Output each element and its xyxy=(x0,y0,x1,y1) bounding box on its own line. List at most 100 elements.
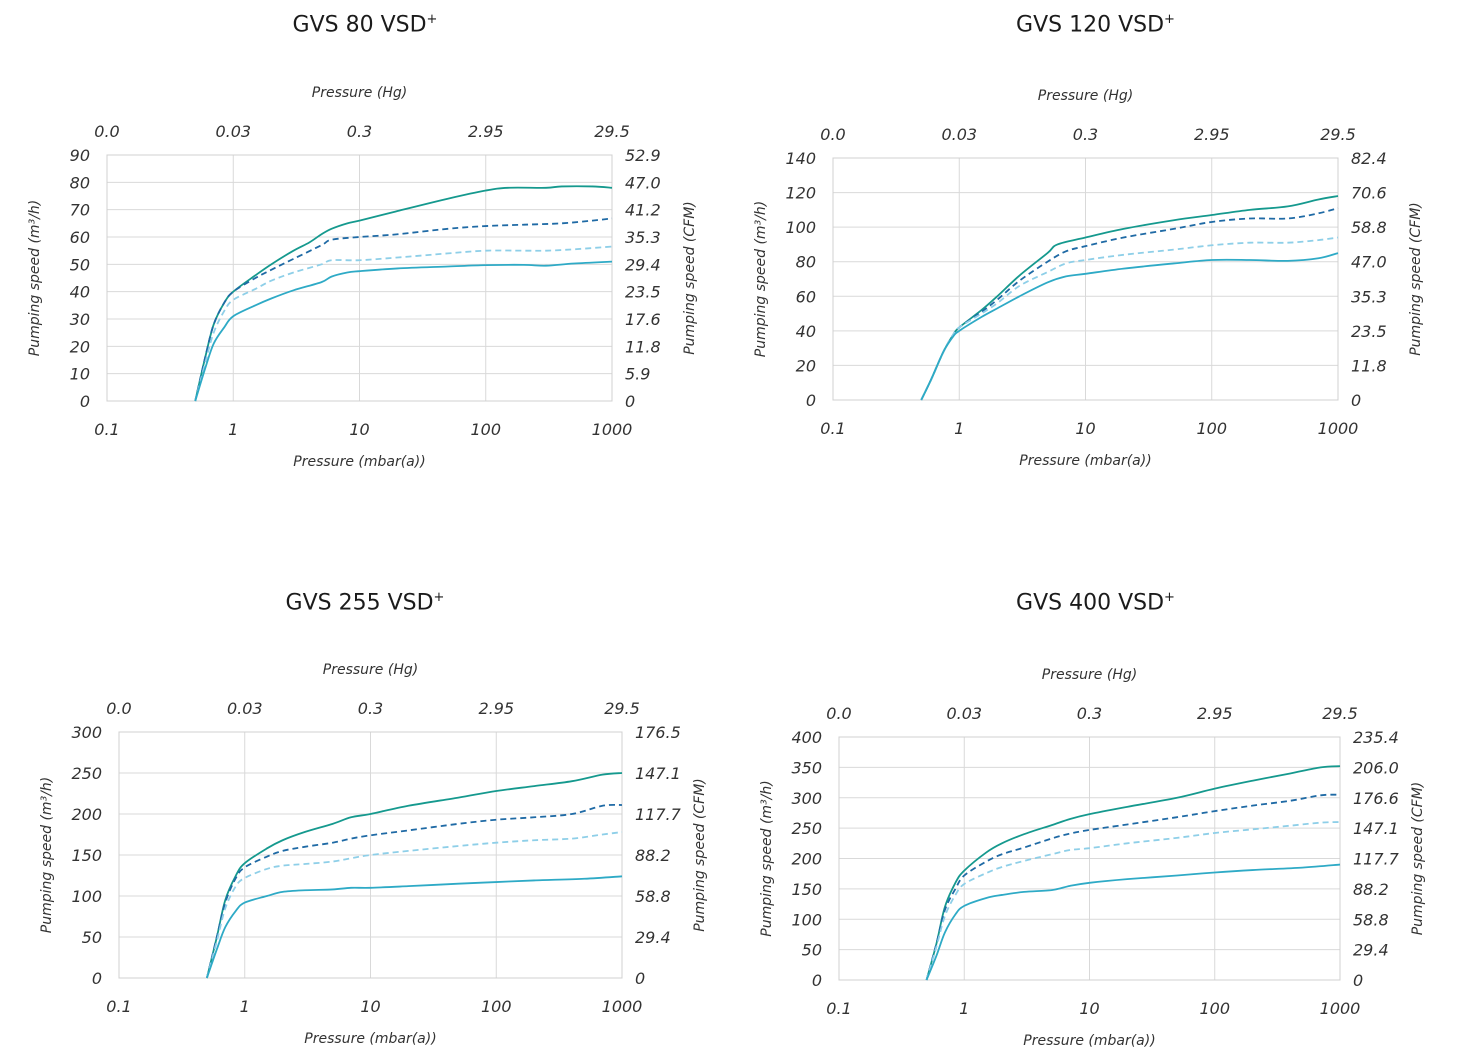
chart-panel-gvs120: GVS 120 VSD+ 0.1 1 10 100 1000 0.0 0.03 0.3 2.95… xyxy=(730,0,1461,525)
y2-tick-label: 0 xyxy=(1351,391,1361,410)
x2-tick-label: 0.0 xyxy=(826,704,851,723)
y-tick-label: 350 xyxy=(791,758,822,777)
x-axis-label: Pressure (mbar(a)) xyxy=(304,1031,436,1047)
y-tick-label: 60 xyxy=(70,228,90,247)
x2-tick-label: 2.95 xyxy=(1197,704,1233,723)
y-tick-label: 140 xyxy=(785,149,816,168)
series-line-solid-light xyxy=(194,260,613,402)
y-axis-label: Pumping speed (m³/h) xyxy=(753,201,769,357)
y2-tick-label: 176.5 xyxy=(635,723,681,742)
series-line-solid-light xyxy=(206,875,623,979)
series-line-dashed-dark xyxy=(194,217,613,402)
y-tick-label: 150 xyxy=(791,880,822,899)
series-line-solid-light xyxy=(925,863,1341,981)
x2-tick-label: 0.03 xyxy=(227,699,263,718)
x2-tick-label: 0.3 xyxy=(1077,704,1102,723)
chart-title: GVS 120 VSD+ xyxy=(1016,12,1175,38)
x2-tick-label: 0.3 xyxy=(1073,125,1098,144)
y2-tick-label: 41.2 xyxy=(625,201,661,220)
y2-tick-label: 235.4 xyxy=(1353,728,1399,747)
y2-tick-label: 35.3 xyxy=(625,228,661,247)
y-tick-label: 90 xyxy=(70,146,90,165)
x-tick-label: 1000 xyxy=(602,997,643,1016)
y-tick-label: 0 xyxy=(80,392,90,411)
y2-tick-label: 23.5 xyxy=(1351,322,1387,341)
y2-axis-label: Pumping speed (CFM) xyxy=(682,201,698,355)
y-tick-label: 100 xyxy=(791,910,822,929)
y2-axis-label: Pumping speed (CFM) xyxy=(1408,202,1424,356)
y2-tick-label: 58.8 xyxy=(1353,910,1389,929)
x2-tick-label: 2.95 xyxy=(1194,125,1230,144)
y2-tick-label: 58.8 xyxy=(1351,218,1387,237)
x-tick-label: 0.1 xyxy=(106,997,131,1016)
x-tick-label: 0.1 xyxy=(826,999,851,1018)
x-tick-label: 1000 xyxy=(1320,999,1361,1018)
y2-tick-label: 29.4 xyxy=(635,928,671,947)
y-tick-label: 40 xyxy=(796,322,816,341)
y-tick-label: 100 xyxy=(785,218,816,237)
y-tick-label: 50 xyxy=(82,928,102,947)
x2-tick-label: 0.3 xyxy=(347,122,372,141)
chart-gvs80: 0.1 1 10 100 1000 0.0 0.03 0.3 2.95 29.5 0 10 20 30 40… xyxy=(27,85,698,470)
y-axis-label: Pumping speed (m³/h) xyxy=(27,200,43,356)
y2-axis-label: Pumping speed (CFM) xyxy=(692,778,708,932)
plot-frame xyxy=(832,157,1339,401)
y-tick-label: 150 xyxy=(71,846,102,865)
x2-axis-label: Pressure (Hg) xyxy=(1042,667,1137,683)
x2-tick-label: 29.5 xyxy=(1322,704,1358,723)
x-tick-label: 0.1 xyxy=(820,419,845,438)
chart-panel-gvs80: GVS 80 VSD+ 0.1 1 10 100 1000 0.0 0.03 0.3 2.95 2… xyxy=(0,0,730,525)
x-axis-label: Pressure (mbar(a)) xyxy=(293,454,425,470)
x-tick-label: 1 xyxy=(228,420,238,439)
plot-frame xyxy=(106,154,613,402)
chart-panel-gvs255: GVS 255 VSD+ 0.1 1 10 100 1000 0.0 0.03 0.3 2.95… xyxy=(0,525,730,1050)
y2-tick-label: 176.6 xyxy=(1353,789,1399,808)
x2-tick-label: 0.3 xyxy=(358,699,383,718)
series-line-dashed-light xyxy=(194,245,613,402)
y-tick-label: 10 xyxy=(70,365,90,384)
chart-title: GVS 255 VSD+ xyxy=(285,590,445,616)
y2-tick-label: 206.0 xyxy=(1353,758,1399,777)
y2-tick-label: 58.8 xyxy=(635,887,671,906)
y-tick-label: 200 xyxy=(791,850,822,869)
chart-title: GVS 80 VSD+ xyxy=(292,12,438,38)
x-axis-label: Pressure (mbar(a)) xyxy=(1019,453,1151,469)
plot-frame xyxy=(118,731,623,979)
grid xyxy=(106,154,613,402)
series-line-dashed-dark xyxy=(920,207,1339,401)
x-tick-label: 100 xyxy=(470,420,501,439)
y2-tick-label: 11.8 xyxy=(625,337,661,356)
grid xyxy=(832,157,1339,401)
x2-tick-label: 29.5 xyxy=(1320,125,1356,144)
y2-tick-label: 70.6 xyxy=(1351,184,1387,203)
x2-tick-label: 29.5 xyxy=(604,699,640,718)
x-tick-label: 1000 xyxy=(1318,419,1359,438)
x2-tick-label: 0.03 xyxy=(941,125,977,144)
y2-tick-label: 17.6 xyxy=(625,310,661,329)
y-tick-label: 300 xyxy=(71,723,102,742)
series-line-dashed-light xyxy=(206,831,623,979)
series-line-dashed-dark xyxy=(925,793,1341,981)
y-tick-label: 0 xyxy=(812,971,822,990)
x-tick-label: 10 xyxy=(349,420,369,439)
y-tick-label: 50 xyxy=(70,255,90,274)
x-tick-label: 0.1 xyxy=(94,420,119,439)
x-tick-label: 10 xyxy=(1075,419,1095,438)
y-tick-label: 50 xyxy=(802,941,822,960)
y2-tick-label: 88.2 xyxy=(1353,880,1389,899)
x-tick-label: 10 xyxy=(1079,999,1099,1018)
y-tick-label: 0 xyxy=(806,391,816,410)
y-tick-label: 60 xyxy=(796,287,816,306)
x-tick-label: 1 xyxy=(954,419,964,438)
y-tick-label: 120 xyxy=(785,184,816,203)
x-axis-label: Pressure (mbar(a)) xyxy=(1023,1033,1155,1049)
y-tick-label: 20 xyxy=(796,356,816,375)
x2-tick-label: 0.0 xyxy=(106,699,131,718)
series-line-dashed-dark xyxy=(206,803,623,979)
x-tick-label: 1000 xyxy=(592,420,633,439)
y2-tick-label: 29.4 xyxy=(625,255,661,274)
y-tick-label: 20 xyxy=(70,337,90,356)
x2-tick-label: 0.0 xyxy=(820,125,845,144)
series-line-solid-dark xyxy=(920,195,1339,401)
y2-axis-label: Pumping speed (CFM) xyxy=(1410,782,1426,936)
